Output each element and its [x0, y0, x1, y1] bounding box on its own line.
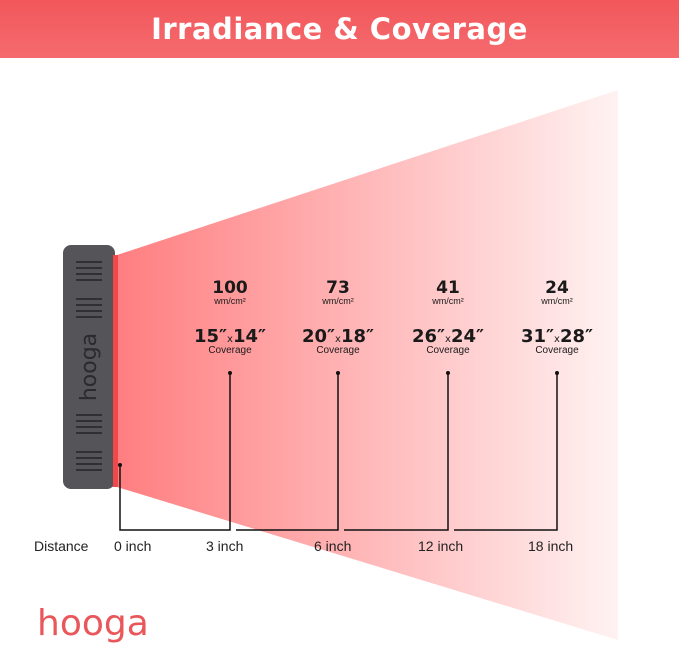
stat-12inch: 41 wm/cm² 26″x24″ Coverage: [411, 278, 485, 356]
header-banner: Irradiance & Coverage: [0, 0, 679, 58]
distance-6: 6 inch: [314, 538, 352, 554]
distance-18: 18 inch: [528, 538, 574, 554]
distance-label: Distance: [34, 538, 89, 554]
stat-18inch: 24 wm/cm² 31″x28″ Coverage: [520, 278, 594, 356]
device-panel: [63, 245, 115, 489]
stat-6inch: 73 wm/cm² 20″x18″ Coverage: [301, 278, 375, 356]
page-title: Irradiance & Coverage: [151, 12, 528, 46]
device-led-strip: [113, 255, 118, 487]
distance-3: 3 inch: [206, 538, 244, 554]
distance-lines: [119, 373, 558, 531]
light-beam: [117, 90, 618, 640]
distance-12: 12 inch: [418, 538, 464, 554]
brand-logo: hooga: [37, 603, 149, 644]
device-logo: hooga: [77, 333, 102, 401]
stat-3inch: 100 wm/cm² 15″x14″ Coverage: [193, 278, 267, 356]
distance-0: 0 inch: [114, 538, 152, 554]
device-vents: [76, 261, 102, 471]
